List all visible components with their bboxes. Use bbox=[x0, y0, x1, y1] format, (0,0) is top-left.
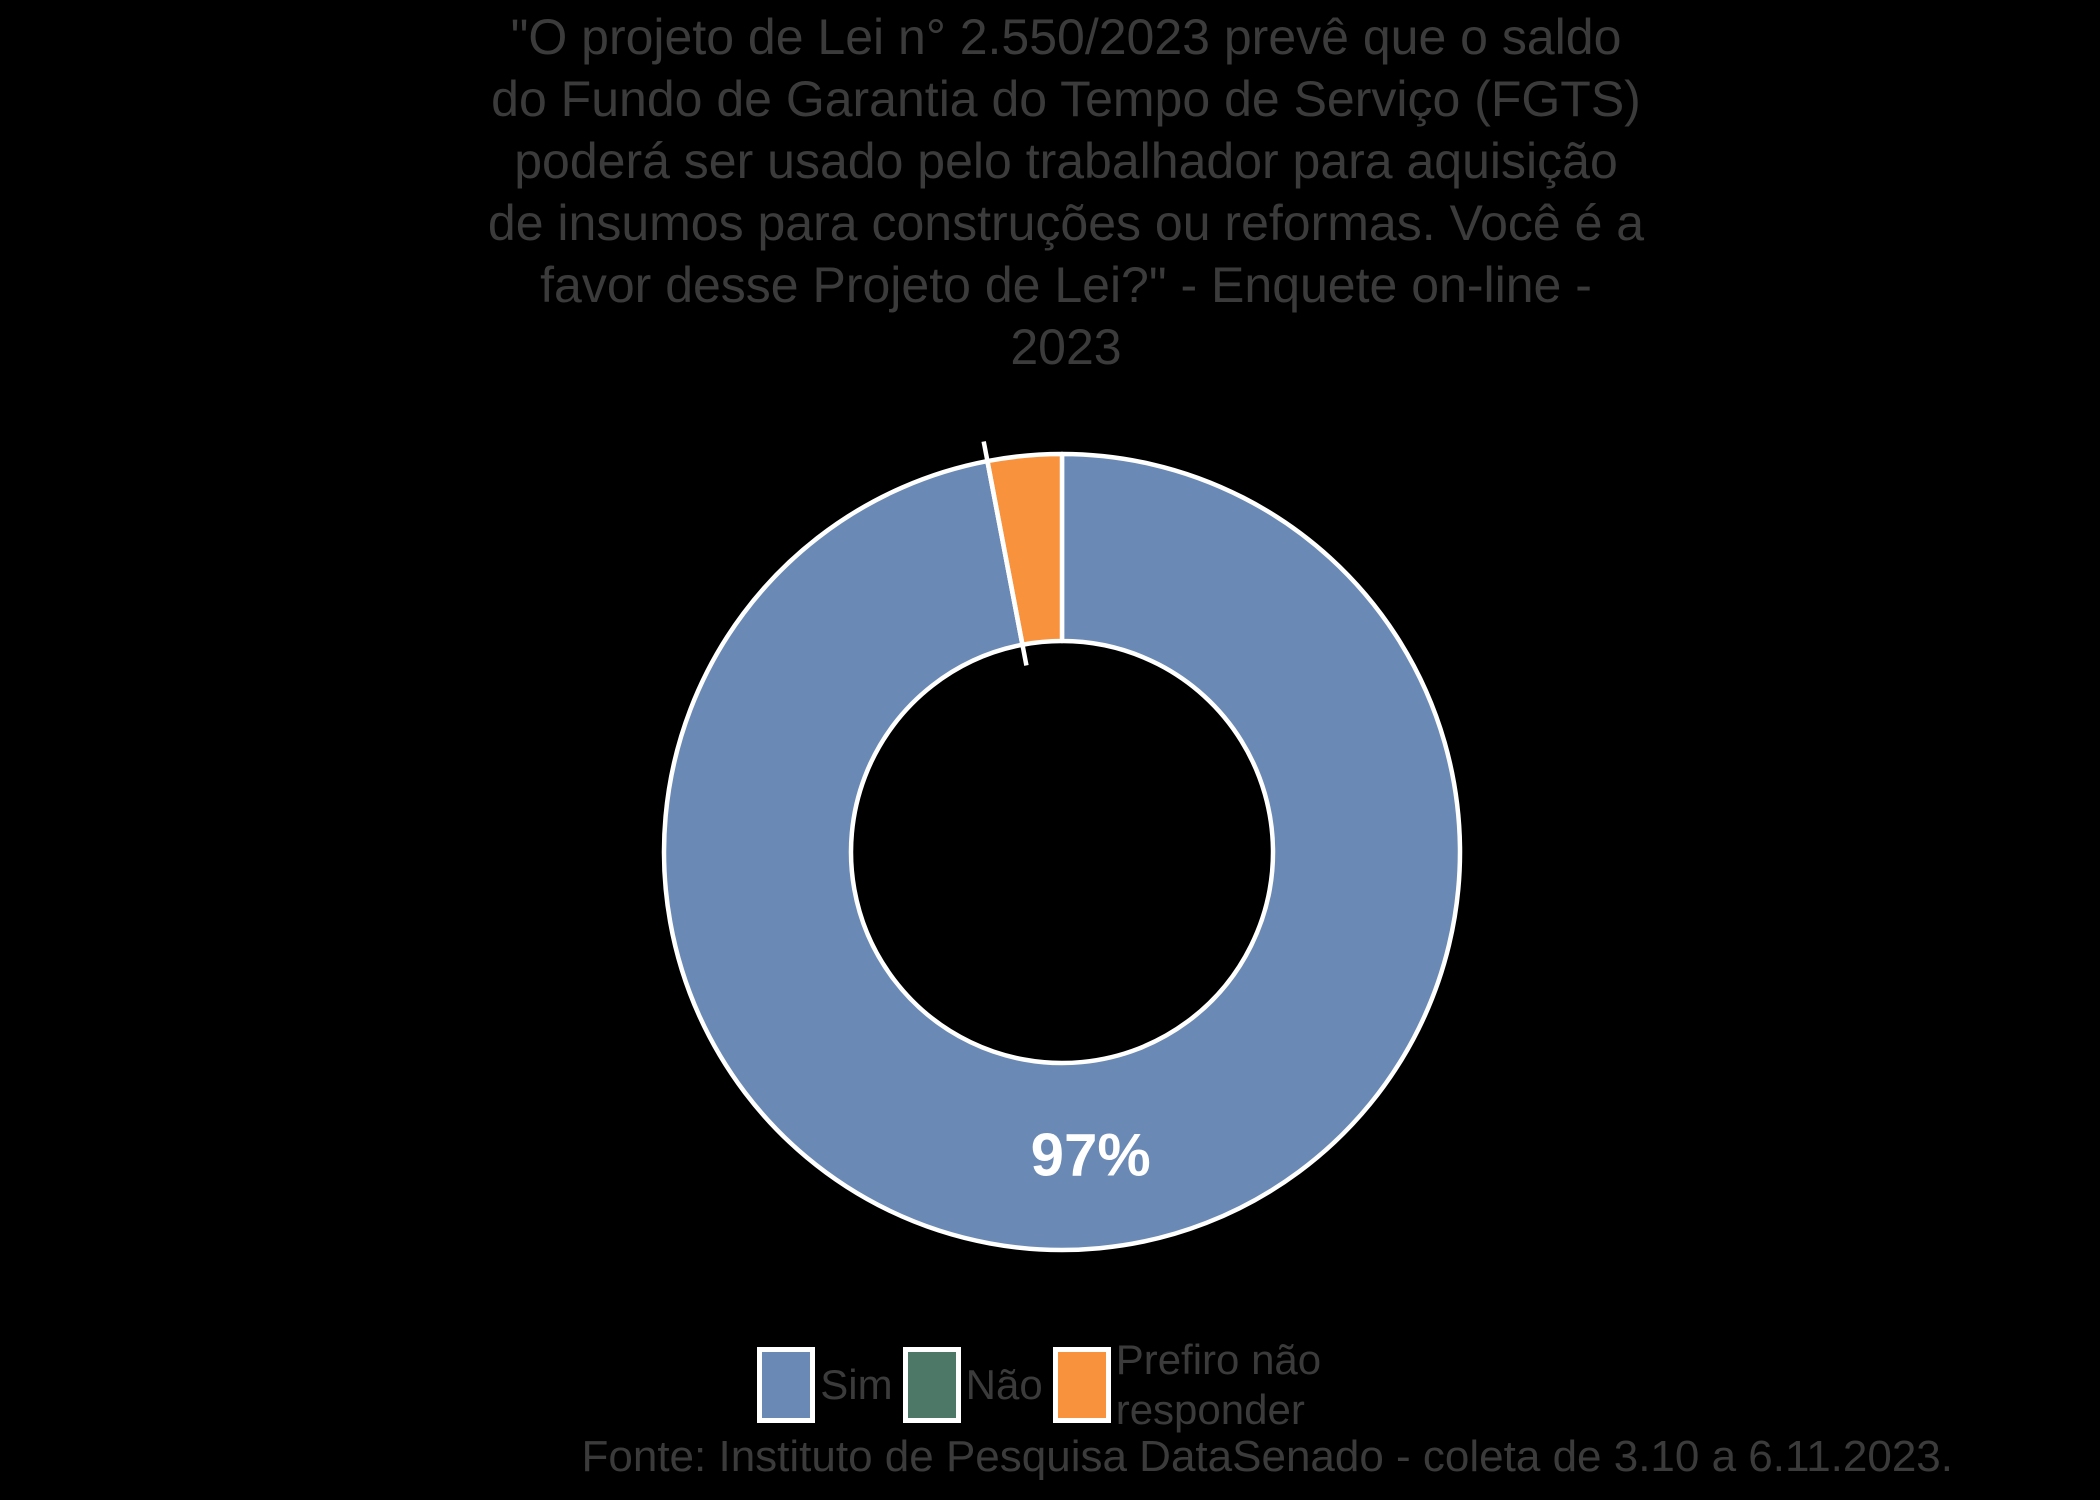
legend-item-prefiro-nao-responder: Prefiro não responder bbox=[1052, 1335, 1361, 1435]
legend-label-nao: Não bbox=[965, 1361, 1043, 1408]
chart-title: "O projeto de Lei n° 2.550/2023 prevê qu… bbox=[487, 9, 1645, 375]
chart-legend: Sim Não Prefiro não responder bbox=[14, 1335, 2100, 1435]
slice-data-label: 97% bbox=[1031, 1122, 1151, 1189]
legend-swatch-nao bbox=[902, 1347, 961, 1423]
leader-line bbox=[981, 441, 1029, 666]
donut-slice-2 bbox=[985, 451, 1065, 647]
legend-item-nao: Não bbox=[902, 1347, 1043, 1423]
donut-slice-0 bbox=[661, 451, 1463, 1253]
legend-item-sim: Sim bbox=[757, 1347, 893, 1423]
legend-swatch-sim bbox=[757, 1347, 816, 1423]
source-note: Fonte: Instituto de Pesquisa DataSenado … bbox=[581, 1432, 1953, 1481]
legend-swatch-prefiro-nao-responder bbox=[1052, 1347, 1111, 1423]
legend-label-sim: Sim bbox=[820, 1361, 893, 1408]
legend-label-prefiro-nao-responder: Prefiro não responder bbox=[1115, 1336, 1322, 1433]
